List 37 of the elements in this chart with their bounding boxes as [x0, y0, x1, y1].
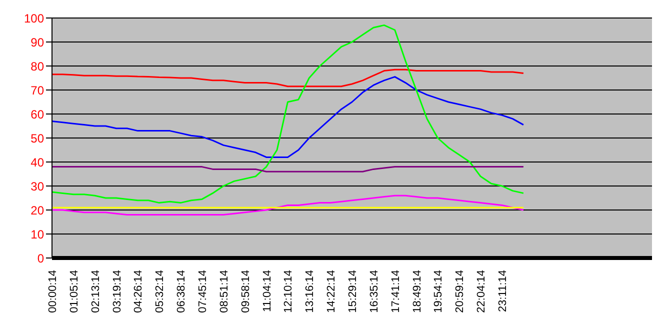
- x-tick-label: 09:58:14: [240, 270, 252, 313]
- x-tick-label: 05:32:14: [154, 270, 166, 313]
- x-tick-label: 23:11:14: [497, 270, 509, 312]
- x-tick-label: 13:16:14: [304, 270, 316, 313]
- x-tick-label: 01:05:14: [68, 270, 80, 313]
- y-tick-label: 70: [30, 83, 44, 98]
- y-tick-label: 90: [30, 35, 44, 50]
- x-tick-label: 06:38:14: [176, 270, 188, 313]
- x-tick-label: 22:04:14: [476, 270, 488, 313]
- y-tick-label: 0: [37, 251, 44, 266]
- y-tick-label: 100: [24, 11, 44, 26]
- x-tick-label: 00:00:14: [47, 270, 59, 313]
- y-tick-label: 30: [30, 179, 44, 194]
- x-tick-label: 11:04:14: [261, 270, 274, 312]
- line-series: [52, 68, 524, 88]
- x-tick-label: 15:29:14: [347, 270, 359, 313]
- x-tick-label: 12:10:14: [282, 270, 295, 313]
- y-tick-label: 80: [30, 59, 44, 74]
- x-tick-label: 07:45:14: [197, 270, 209, 313]
- x-tick-label: 03:19:14: [111, 270, 124, 313]
- x-tick-label: 18:49:14: [411, 270, 424, 313]
- y-tick-label: 10: [30, 227, 44, 242]
- x-tick-label: 14:22:14: [326, 270, 338, 313]
- y-tick-label: 60: [30, 107, 44, 122]
- y-tick-label: 40: [30, 155, 44, 170]
- x-tick-label: 20:59:14: [454, 270, 466, 313]
- x-tick-label: 16:35:14: [368, 270, 380, 313]
- y-tick-label: 20: [30, 203, 44, 218]
- x-tick-label: 17:41:14: [390, 270, 402, 313]
- line-series: [52, 76, 524, 158]
- x-tick-label: 19:54:14: [432, 270, 445, 313]
- x-tick-label: 04:26:14: [132, 270, 145, 313]
- x-tick-label: 02:13:14: [90, 270, 102, 313]
- x-tick-label: 08:51:14: [218, 270, 230, 313]
- line-series: [52, 194, 524, 216]
- y-tick-label: 50: [30, 131, 44, 146]
- line-series: [52, 24, 524, 204]
